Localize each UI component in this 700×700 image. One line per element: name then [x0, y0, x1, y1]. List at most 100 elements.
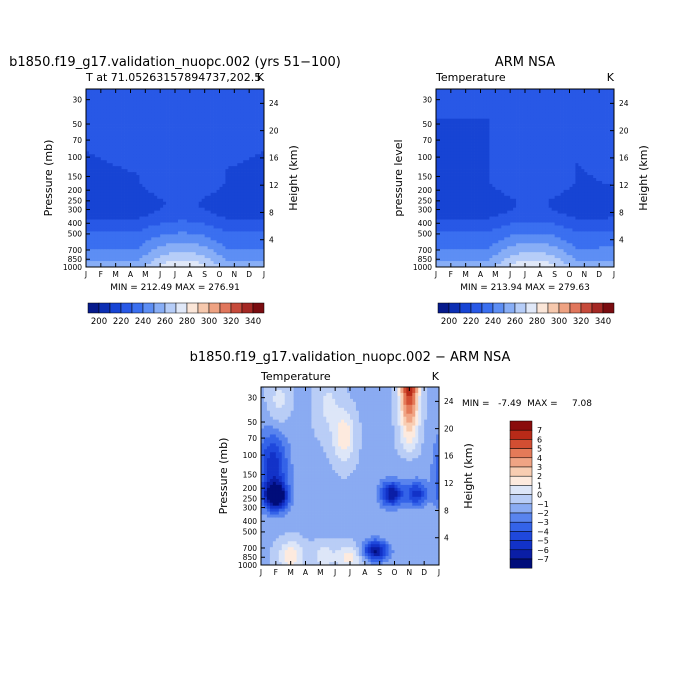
contour-cell — [103, 246, 108, 250]
contour-cell — [216, 231, 220, 235]
contour-cell — [210, 198, 214, 203]
contour-cell — [103, 183, 108, 188]
contour-cell — [234, 234, 238, 238]
contour-cell — [127, 231, 131, 235]
contour-cell — [97, 166, 102, 170]
contour-cell — [249, 175, 253, 179]
contour-cell — [240, 198, 244, 203]
contour-cell — [186, 222, 191, 226]
contour-cell — [246, 166, 250, 170]
contour-cell — [151, 243, 155, 247]
contour-cell — [157, 219, 161, 223]
contour-cell — [145, 94, 149, 99]
contour-cell — [139, 89, 143, 93]
contour-cell — [163, 198, 167, 203]
contour-cell — [160, 163, 164, 167]
contour-cell — [213, 213, 217, 217]
contour-cell — [249, 100, 253, 105]
contour-cell — [94, 151, 99, 155]
contour-cell — [477, 154, 481, 158]
contour-cell — [121, 228, 125, 232]
contour-cell — [240, 115, 244, 120]
contour-cell — [112, 240, 117, 244]
contour-cell — [115, 100, 119, 105]
contour-cell — [106, 231, 111, 235]
contour-cell — [204, 157, 208, 161]
contour-cell — [148, 115, 152, 120]
contour-cell — [186, 234, 191, 238]
contour-cell — [151, 180, 155, 185]
contour-cell — [441, 249, 446, 253]
contour-cell — [480, 183, 484, 188]
contour-cell — [186, 163, 191, 167]
contour-cell — [88, 237, 93, 241]
contour-cell — [255, 121, 259, 125]
contour-cell — [471, 192, 475, 197]
contour-cell — [139, 210, 143, 214]
contour-cell — [225, 133, 229, 137]
contour-cell — [237, 106, 241, 111]
contour-cell — [243, 151, 247, 155]
contour-cell — [103, 157, 108, 161]
contour-cell — [195, 175, 200, 179]
contour-cell — [261, 121, 265, 125]
contour-cell — [195, 133, 200, 137]
contour-cell — [127, 252, 131, 256]
contour-cell — [474, 89, 478, 93]
contour-cell — [225, 91, 229, 96]
contour-cell — [489, 252, 493, 256]
contour-cell — [255, 195, 259, 200]
contour-cell — [157, 192, 161, 197]
contour-cell — [216, 163, 220, 167]
contour-cell — [100, 264, 105, 268]
contour-cell — [468, 160, 472, 164]
contour-cell — [459, 183, 464, 188]
contour-cell — [186, 186, 191, 191]
contour-cell — [100, 163, 105, 167]
contour-cell — [100, 219, 105, 223]
contour-cell — [483, 240, 487, 244]
contour-cell — [201, 103, 206, 108]
contour-cell — [456, 142, 461, 146]
contour-cell — [118, 172, 122, 176]
contour-cell — [456, 195, 461, 200]
contour-cell — [495, 148, 499, 152]
contour-cell — [210, 255, 214, 259]
contour-cell — [180, 103, 185, 108]
contour-cell — [459, 198, 464, 203]
contour-cell — [121, 115, 125, 120]
contour-cell — [157, 91, 161, 96]
contour-cell — [468, 246, 472, 250]
contour-cell — [216, 204, 220, 209]
contour-cell — [246, 172, 250, 176]
contour-cell — [495, 145, 499, 149]
contour-cell — [115, 94, 119, 99]
contour-cell — [480, 106, 484, 111]
contour-cell — [477, 198, 481, 203]
contour-cell — [438, 219, 443, 223]
contour-cell — [106, 148, 111, 152]
contour-cell — [216, 237, 220, 241]
contour-cell — [450, 207, 455, 211]
contour-cell — [462, 124, 467, 128]
contour-cell — [142, 133, 146, 137]
contour-cell — [210, 231, 214, 235]
contour-cell — [97, 136, 102, 140]
contour-cell — [115, 183, 119, 188]
contour-cell — [136, 133, 140, 137]
contour-cell — [234, 231, 238, 235]
contour-cell — [160, 225, 164, 229]
contour-cell — [112, 151, 117, 155]
contour-cell — [124, 121, 128, 125]
contour-cell — [151, 216, 155, 220]
contour-cell — [462, 213, 467, 217]
contour-cell — [456, 192, 461, 197]
contour-cell — [480, 172, 484, 176]
contour-cell — [462, 225, 467, 229]
contour-cell — [195, 112, 200, 117]
contour-cell — [154, 198, 158, 203]
contour-cell — [145, 157, 149, 161]
contour-cell — [112, 172, 117, 176]
contour-cell — [100, 115, 105, 120]
contour-cell — [169, 222, 173, 226]
